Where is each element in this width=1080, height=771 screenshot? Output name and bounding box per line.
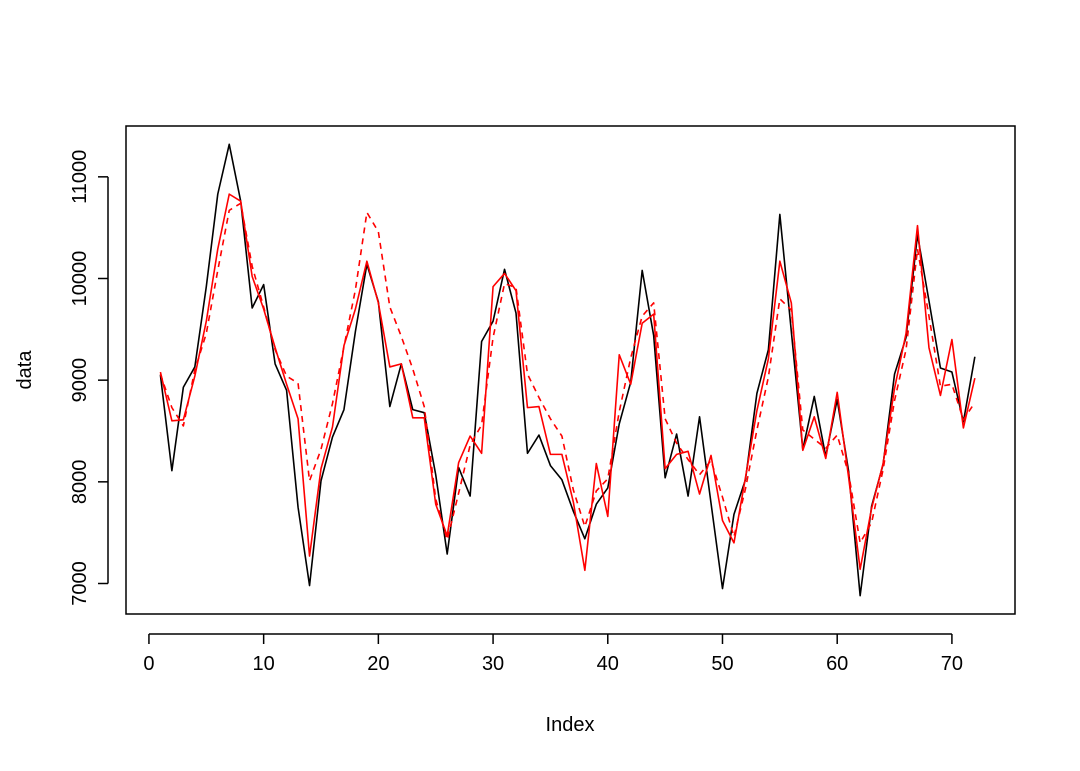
- x-axis-label: Index: [546, 714, 595, 736]
- y-tick-label: 11000: [69, 150, 91, 204]
- x-tick-label: 20: [367, 653, 389, 675]
- x-tick-label: 50: [711, 653, 733, 675]
- y-axis-label: data: [14, 350, 36, 390]
- x-tick-label: 40: [597, 653, 619, 675]
- y-tick-label: 10000: [69, 251, 91, 307]
- x-tick-label: 60: [826, 653, 848, 675]
- plot-frame: [125, 125, 1016, 615]
- series-line-3: [159, 202, 976, 544]
- x-axis: 0 10 20 30 40 50 60 70: [143, 633, 963, 675]
- series-line-2: [159, 193, 976, 572]
- y-axis: 7000 8000 9000 10000 11000: [69, 150, 109, 606]
- y-tick-label: 8000: [69, 460, 91, 505]
- x-tick-label: 10: [253, 653, 275, 675]
- series-layer: [159, 143, 976, 597]
- x-tick-label: 0: [143, 653, 154, 675]
- y-tick-label: 7000: [69, 561, 91, 606]
- x-tick-label: 70: [941, 653, 963, 675]
- y-tick-label: 9000: [69, 358, 91, 403]
- x-tick-label: 30: [482, 653, 504, 675]
